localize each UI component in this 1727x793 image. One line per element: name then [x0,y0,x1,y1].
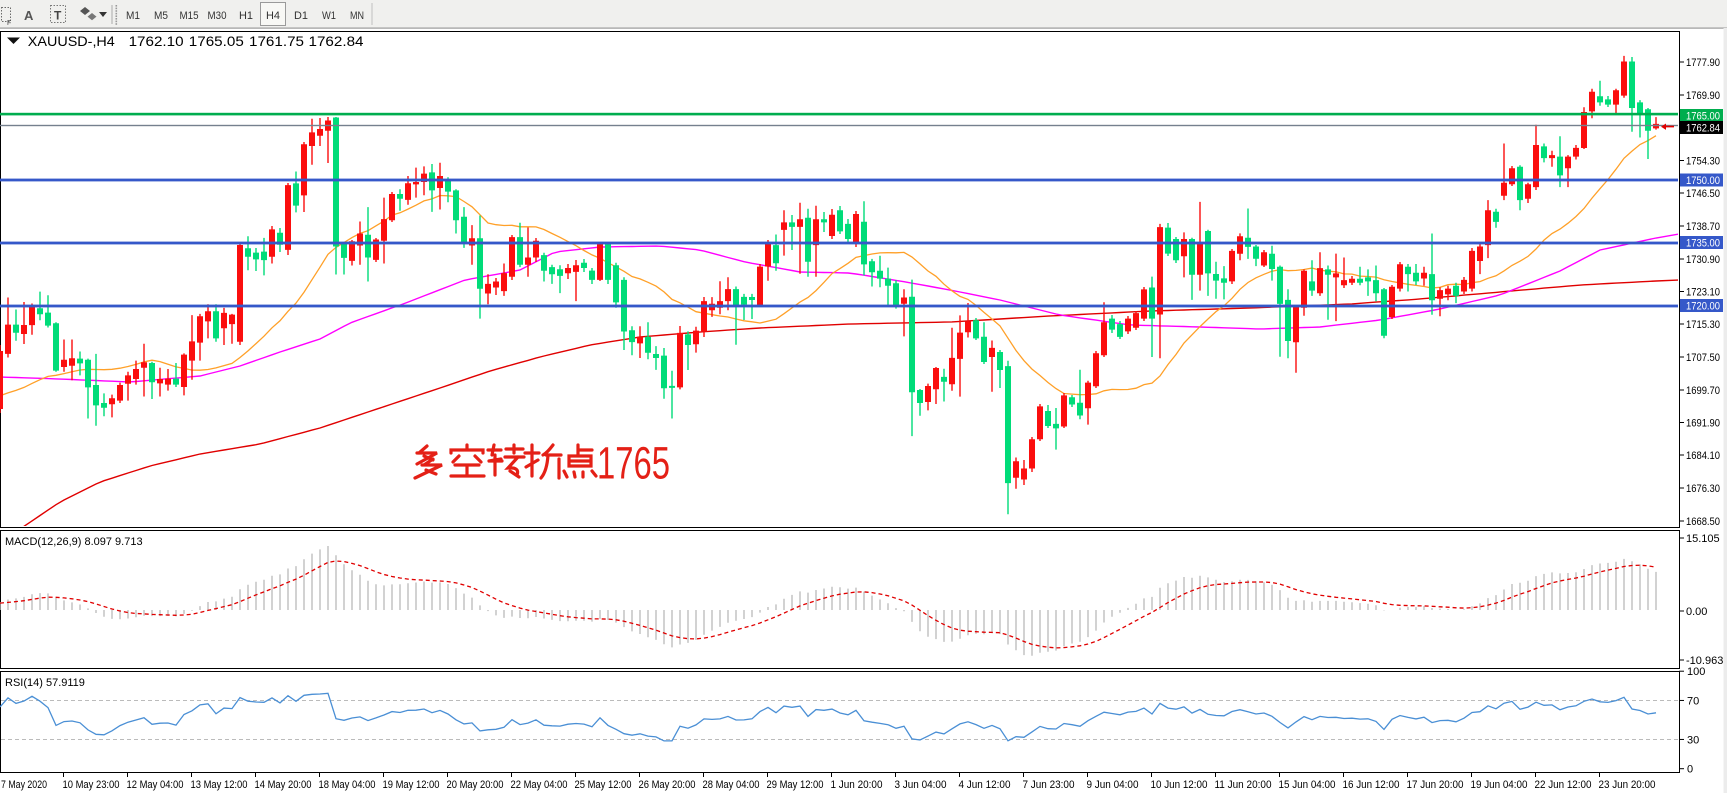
svg-text:17 Jun 20:00: 17 Jun 20:00 [1407,779,1464,791]
svg-text:7 Jun 23:00: 7 Jun 23:00 [1023,779,1075,791]
svg-text:16 Jun 12:00: 16 Jun 12:00 [1343,779,1400,791]
svg-text:D1: D1 [294,10,308,22]
svg-text:1765.00: 1765.00 [1686,111,1720,123]
svg-text:1676.30: 1676.30 [1686,483,1720,495]
svg-text:18 May 04:00: 18 May 04:00 [319,779,376,791]
svg-text:28 May 04:00: 28 May 04:00 [703,779,760,791]
svg-text:9 Jun 04:00: 9 Jun 04:00 [1087,779,1139,791]
svg-text:T: T [54,9,62,23]
svg-text:15.105: 15.105 [1686,533,1720,545]
svg-text:19 May 12:00: 19 May 12:00 [383,779,440,791]
svg-text:M15: M15 [180,10,199,22]
svg-text:1765.05: 1765.05 [189,34,244,49]
svg-text:7 May 2020: 7 May 2020 [1,779,47,791]
svg-text:1691.90: 1691.90 [1686,418,1720,430]
svg-text:0: 0 [1687,764,1693,776]
svg-text:23 Jun 20:00: 23 Jun 20:00 [1599,779,1656,791]
svg-text:1769.90: 1769.90 [1686,90,1720,102]
svg-text:3 Jun 04:00: 3 Jun 04:00 [895,779,947,791]
svg-text:RSI(14) 57.9119: RSI(14) 57.9119 [5,677,85,689]
svg-text:4 Jun 12:00: 4 Jun 12:00 [959,779,1011,791]
svg-text:F: F [7,20,11,27]
svg-text:W1: W1 [322,10,336,22]
svg-text:MN: MN [350,10,364,22]
svg-text:1754.30: 1754.30 [1686,156,1720,168]
svg-text:30: 30 [1687,734,1699,746]
svg-text:1738.70: 1738.70 [1686,221,1720,233]
svg-text:XAUUSD-,H4: XAUUSD-,H4 [28,34,116,49]
svg-text:100: 100 [1687,666,1705,678]
svg-text:M1: M1 [126,10,140,22]
svg-text:1762.10: 1762.10 [129,34,184,49]
svg-text:1777.90: 1777.90 [1686,57,1720,69]
svg-text:1684.10: 1684.10 [1686,450,1720,462]
svg-text:1762.84: 1762.84 [1686,123,1720,135]
svg-text:20 May 20:00: 20 May 20:00 [447,779,504,791]
svg-text:25 May 12:00: 25 May 12:00 [575,779,632,791]
svg-text:1765: 1765 [597,438,670,489]
svg-text:29 May 12:00: 29 May 12:00 [767,779,824,791]
svg-text:1707.50: 1707.50 [1686,352,1720,364]
svg-text:14 May 20:00: 14 May 20:00 [255,779,312,791]
svg-text:13 May 12:00: 13 May 12:00 [191,779,248,791]
svg-text:22 May 04:00: 22 May 04:00 [511,779,568,791]
svg-text:1720.00: 1720.00 [1686,301,1720,313]
svg-text:70: 70 [1687,695,1699,707]
svg-text:1762.84: 1762.84 [309,34,365,49]
svg-text:1746.50: 1746.50 [1686,188,1720,200]
svg-text:12 May 04:00: 12 May 04:00 [127,779,184,791]
svg-text:0.00: 0.00 [1686,606,1707,618]
svg-text:1735.00: 1735.00 [1686,238,1720,250]
svg-text:26 May 20:00: 26 May 20:00 [639,779,696,791]
svg-text:A: A [24,8,34,23]
svg-text:10 Jun 12:00: 10 Jun 12:00 [1151,779,1208,791]
svg-text:11 Jun 20:00: 11 Jun 20:00 [1215,779,1272,791]
svg-text:1699.70: 1699.70 [1686,385,1720,397]
svg-text:10 May 23:00: 10 May 23:00 [63,779,120,791]
svg-text:1723.10: 1723.10 [1686,287,1720,299]
svg-text:22 Jun 12:00: 22 Jun 12:00 [1535,779,1592,791]
svg-text:1668.50: 1668.50 [1686,516,1720,528]
svg-text:MACD(12,26,9) 8.097 9.713: MACD(12,26,9) 8.097 9.713 [5,536,143,548]
svg-text:1750.00: 1750.00 [1686,175,1720,187]
svg-text:M30: M30 [208,10,227,22]
svg-text:1715.30: 1715.30 [1686,319,1720,331]
svg-text:-10.963: -10.963 [1686,655,1723,667]
svg-text:M5: M5 [154,10,168,22]
svg-text:15 Jun 04:00: 15 Jun 04:00 [1279,779,1336,791]
svg-text:1730.90: 1730.90 [1686,254,1720,266]
svg-text:H1: H1 [239,10,253,22]
svg-text:H4: H4 [266,10,280,22]
svg-text:1 Jun 20:00: 1 Jun 20:00 [831,779,883,791]
svg-text:1761.75: 1761.75 [249,34,304,49]
svg-text:19 Jun 04:00: 19 Jun 04:00 [1471,779,1528,791]
